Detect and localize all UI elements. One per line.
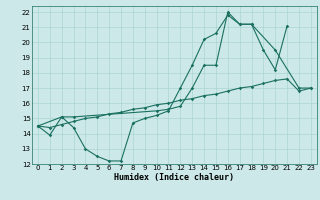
X-axis label: Humidex (Indice chaleur): Humidex (Indice chaleur) [115,173,234,182]
